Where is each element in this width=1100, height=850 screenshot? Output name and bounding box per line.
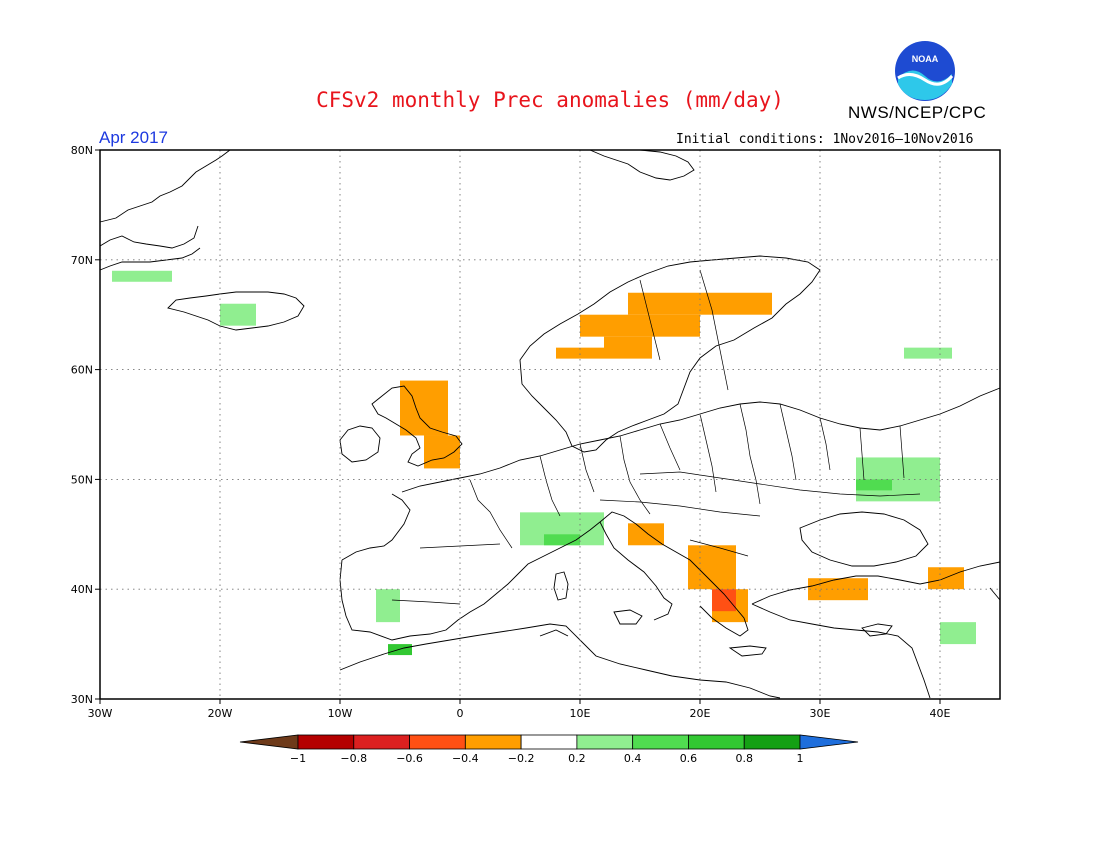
colorbar-tick-label: 0.6 <box>680 752 698 765</box>
crete-coast <box>728 645 767 657</box>
anomaly-cell <box>112 270 172 282</box>
lat-label: 50N <box>71 473 93 486</box>
lat-label: 80N <box>71 144 93 157</box>
anomaly-cell <box>400 380 448 436</box>
colorbar-segment <box>353 734 410 750</box>
colorbar-tick-label: −0.4 <box>452 752 479 765</box>
colorbar-high-arrow <box>799 734 859 750</box>
black-sea-coast <box>799 511 929 567</box>
colorbar-tick-label: −1 <box>290 752 306 765</box>
lon-label: 20W <box>208 707 233 720</box>
anomaly-cell <box>580 314 700 337</box>
lon-label: 10E <box>570 707 591 720</box>
anomaly-cell <box>940 622 976 645</box>
colorbar-tick-label: −0.8 <box>340 752 367 765</box>
colorbar-tick-label: 0.4 <box>624 752 642 765</box>
britain-coast <box>371 385 463 467</box>
colorbar-segment <box>520 734 578 750</box>
lat-labels: 80N 70N 60N 50N 40N 30N <box>71 144 93 706</box>
ireland-coast <box>339 425 381 463</box>
lat-label: 40N <box>71 583 93 596</box>
lon-label: 30E <box>810 707 831 720</box>
scandinavia-coast <box>519 255 821 453</box>
greenland-coast <box>99 149 231 271</box>
north-africa-coast <box>339 623 781 699</box>
lon-labels: 30W 20W 10W 0 10E 20E 30E 40E <box>88 707 951 720</box>
colorbar-tick-label: −0.2 <box>508 752 535 765</box>
noaa-logo-text: NOAA <box>912 54 939 64</box>
colorbar-segment <box>409 734 466 750</box>
colorbar-segment <box>743 734 801 750</box>
colorbar-tick-label: 0.2 <box>568 752 586 765</box>
anomaly-cell <box>556 347 604 359</box>
anomaly-cell <box>856 479 892 491</box>
anomaly-cell <box>628 292 772 315</box>
iceland-coast <box>167 291 305 331</box>
forecast-month-label: Apr 2017 <box>99 128 168 147</box>
colorbar-segment <box>464 734 522 750</box>
colorbar-segment <box>688 734 745 750</box>
lat-label: 70N <box>71 254 93 267</box>
colorbar-segment <box>632 734 689 750</box>
lon-label: 0 <box>457 707 464 720</box>
sardinia-coast <box>553 571 569 601</box>
colorbar-tick-label: 0.8 <box>735 752 753 765</box>
initial-conditions-label: Initial conditions: 1Nov2016—10Nov2016 <box>676 132 974 147</box>
lon-label: 20E <box>690 707 711 720</box>
svalbard-coast <box>589 149 695 181</box>
gridlines-layer <box>100 150 1000 699</box>
axis-ticks <box>95 149 941 704</box>
anomaly-cell <box>544 534 580 546</box>
anomaly-cell <box>376 589 400 623</box>
map-title: CFSv2 monthly Prec anomalies (mm/day) <box>316 88 784 112</box>
colorbar-low-arrow <box>239 734 299 750</box>
colorbar-tick-label: 1 <box>797 752 804 765</box>
lon-label: 40E <box>930 707 951 720</box>
colorbar-segment <box>297 734 355 750</box>
noaa-logo: NOAA <box>895 41 955 101</box>
sicily-coast <box>613 609 643 625</box>
colorbar-segment <box>576 734 634 750</box>
anomaly-cell <box>928 567 964 590</box>
lon-label: 30W <box>88 707 113 720</box>
anomaly-cell <box>220 303 256 326</box>
map-frame <box>99 149 1001 700</box>
cyprus-coast <box>861 623 893 637</box>
anomaly-cell <box>904 347 952 359</box>
colorbar-tick-label: −0.6 <box>396 752 423 765</box>
colorbar: −1 −0.8 −0.6 −0.4 −0.2 0.2 0.4 0.6 0.8 1 <box>239 734 859 765</box>
lat-label: 30N <box>71 693 93 706</box>
lat-label: 60N <box>71 364 93 377</box>
anomaly-cells-layer <box>112 270 976 656</box>
lon-label: 10W <box>328 707 353 720</box>
agency-label: NWS/NCEP/CPC <box>848 103 987 122</box>
country-borders <box>391 269 921 605</box>
coastline-layer <box>99 149 1001 699</box>
anomaly-cell <box>628 523 664 546</box>
anomaly-cell <box>712 589 736 612</box>
anomaly-cell <box>604 336 652 359</box>
